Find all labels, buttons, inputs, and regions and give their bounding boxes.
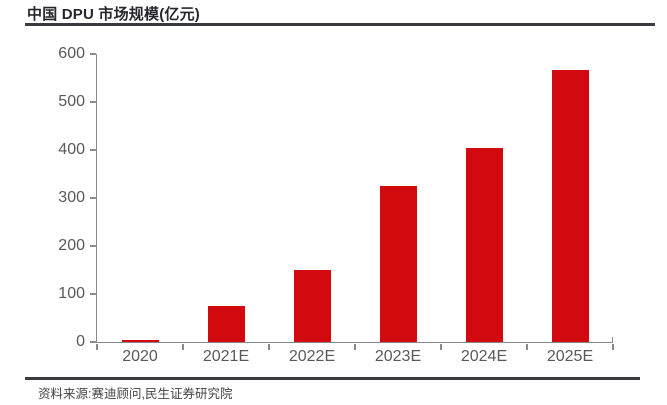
x-tick <box>612 343 614 350</box>
bar-2022E <box>293 270 331 342</box>
chart-title: 中国 DPU 市场规模(亿元) <box>27 6 200 23</box>
y-tick <box>89 293 96 295</box>
y-tick-label: 0 <box>76 333 85 350</box>
source-divider <box>25 377 640 380</box>
y-tick-label: 300 <box>58 189 85 206</box>
x-category-label: 2023E <box>374 348 422 365</box>
x-tick <box>96 343 98 350</box>
y-tick <box>89 197 96 199</box>
plot-area: 0 100 200 300 400 500 600 2020 2021E 2022E 2023E 2… <box>58 45 614 365</box>
source-note: 资料来源:赛迪顾问,民生证券研究院 <box>38 387 233 401</box>
y-tick <box>89 53 96 55</box>
y-tick-label: 100 <box>58 285 85 302</box>
y-tick-label: 400 <box>58 141 85 158</box>
y-tick-label: 200 <box>58 237 85 254</box>
x-category-label: 2021E <box>202 348 250 365</box>
bar-2025E <box>551 70 589 342</box>
y-tick-label: 500 <box>58 93 85 110</box>
y-tick <box>89 245 96 247</box>
x-category-label: 2024E <box>460 348 508 365</box>
axis-endcap <box>611 337 613 342</box>
y-tick <box>89 101 96 103</box>
x-category-label: 2022E <box>288 348 336 365</box>
x-tick <box>526 343 528 350</box>
x-tick <box>440 343 442 350</box>
bar-2023E <box>379 186 417 342</box>
bar-2021E <box>207 305 245 342</box>
title-underline <box>25 23 655 26</box>
y-tick <box>89 149 96 151</box>
x-category-label: 2020 <box>122 348 158 365</box>
x-tick <box>268 343 270 350</box>
x-category-label: 2025E <box>546 348 594 365</box>
y-tick-label: 600 <box>58 45 85 62</box>
bar-2024E <box>465 147 503 342</box>
x-tick <box>182 343 184 350</box>
bar-2020 <box>121 339 159 342</box>
y-tick <box>89 341 96 343</box>
x-tick <box>354 343 356 350</box>
